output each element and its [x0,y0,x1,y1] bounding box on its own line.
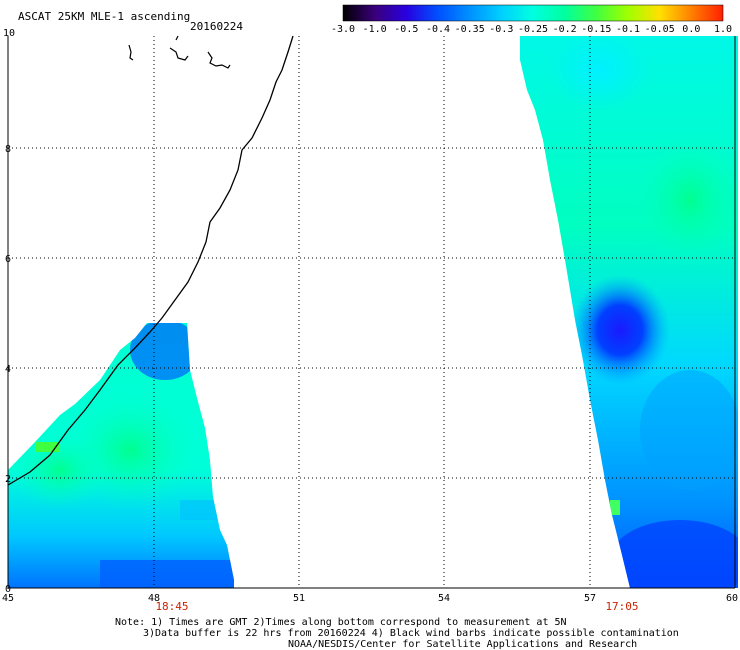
swath-right [520,36,738,588]
map-title: ASCAT 25KM MLE-1 ascending [18,10,190,23]
y-axis-ticks: 0 2 4 6 8 10 [3,28,15,595]
x-tick-60: 60 [726,593,738,604]
colorbar-label: 0.0 [682,24,700,35]
x-tick-45: 45 [2,593,14,604]
colorbar-label: 1.0 [714,24,732,35]
footer-note-1: Note: 1) Times are GMT 2)Times along bot… [115,617,567,628]
islands [128,35,231,69]
colorbar-label: -0.15 [581,24,611,35]
colorbar: -3.0 -1.0 -0.5 -0.4 -0.35 -0.3 -0.25 -0.2 -0.15-… [331,4,732,35]
colorbar-label: -0.1 [616,24,640,35]
swath-left [8,323,234,588]
y-tick-6: 6 [5,254,11,265]
time-label-left: 18:45 [155,600,188,613]
y-tick-4: 4 [5,364,11,375]
colorbar-gradient [342,4,724,22]
footer-note-2: 3)Data buffer is 22 hrs from 20160224 4)… [143,628,679,639]
colorbar-label: -1.0 [363,24,387,35]
x-tick-54: 54 [438,593,450,604]
colorbar-label: -0.05 [645,24,675,35]
grid-lines [8,36,735,588]
y-tick-2: 2 [5,474,11,485]
coastline [7,35,294,486]
colorbar-label: -0.35 [455,24,485,35]
x-tick-51: 51 [293,593,305,604]
x-tick-48: 48 [148,593,160,604]
map-date: 20160224 [190,20,243,33]
colorbar-label: -3.0 [331,24,355,35]
colorbar-label: -0.3 [489,24,513,35]
y-tick-0: 0 [5,584,11,595]
axis-frame [7,36,736,589]
y-tick-8: 8 [5,144,11,155]
y-tick-10: 10 [3,28,15,39]
x-axis-ticks: 45 48 51 54 57 60 [2,593,738,604]
x-tick-57: 57 [584,593,596,604]
colorbar-label: -0.5 [394,24,418,35]
footer-note-3: NOAA/NESDIS/Center for Satellite Applica… [288,639,637,650]
colorbar-label: -0.4 [426,24,450,35]
colorbar-label: -0.25 [518,24,548,35]
time-label-right: 17:05 [605,600,638,613]
colorbar-label: -0.2 [553,24,577,35]
